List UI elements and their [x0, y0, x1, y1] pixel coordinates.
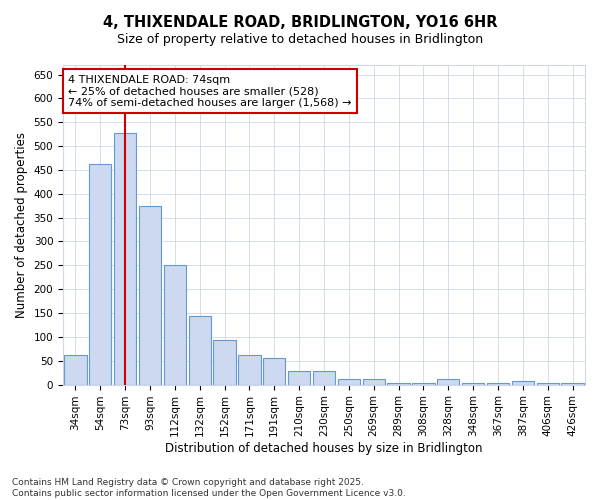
Bar — [487, 383, 509, 384]
Bar — [64, 354, 86, 384]
Bar — [338, 379, 360, 384]
Y-axis label: Number of detached properties: Number of detached properties — [15, 132, 28, 318]
Text: 4 THIXENDALE ROAD: 74sqm
← 25% of detached houses are smaller (528)
74% of semi-: 4 THIXENDALE ROAD: 74sqm ← 25% of detach… — [68, 74, 352, 108]
Text: Contains HM Land Registry data © Crown copyright and database right 2025.
Contai: Contains HM Land Registry data © Crown c… — [12, 478, 406, 498]
Text: 4, THIXENDALE ROAD, BRIDLINGTON, YO16 6HR: 4, THIXENDALE ROAD, BRIDLINGTON, YO16 6H… — [103, 15, 497, 30]
Bar — [512, 381, 534, 384]
Bar — [238, 354, 260, 384]
Bar — [462, 383, 484, 384]
Bar — [89, 164, 112, 384]
Bar — [412, 383, 434, 384]
Bar — [362, 379, 385, 384]
Bar — [388, 383, 410, 384]
Bar — [313, 371, 335, 384]
Bar — [562, 383, 584, 384]
Bar — [437, 379, 460, 384]
Bar — [114, 132, 136, 384]
Bar — [214, 340, 236, 384]
Bar — [164, 266, 186, 384]
Bar — [288, 371, 310, 384]
Bar — [263, 358, 286, 384]
Bar — [139, 206, 161, 384]
Text: Size of property relative to detached houses in Bridlington: Size of property relative to detached ho… — [117, 32, 483, 46]
Bar — [188, 316, 211, 384]
X-axis label: Distribution of detached houses by size in Bridlington: Distribution of detached houses by size … — [165, 442, 483, 455]
Bar — [536, 383, 559, 384]
